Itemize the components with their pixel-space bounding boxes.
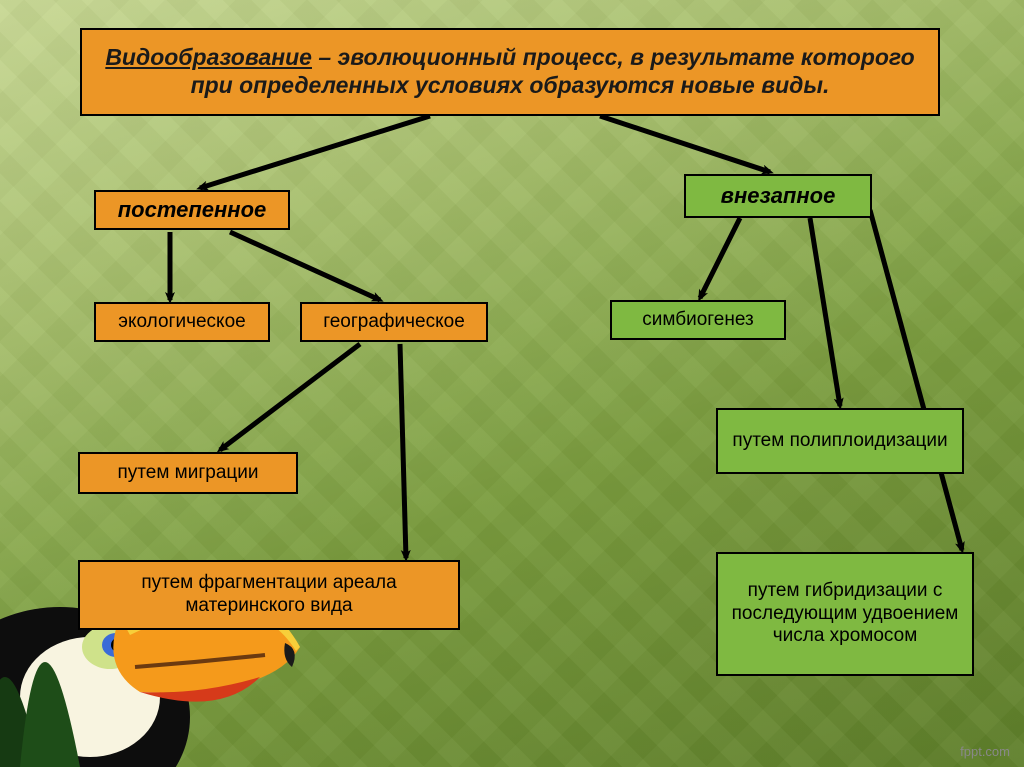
node-geo: географическое [300, 302, 488, 342]
title-text: Видообразование – эволюционный процесс, … [92, 44, 928, 99]
node-frag-label: путем фрагментации ареала материнского в… [90, 572, 448, 618]
node-poly-label: путем полиплоидизации [732, 430, 947, 453]
node-migr-label: путем миграции [117, 462, 258, 485]
node-frag: путем фрагментации ареала материнского в… [78, 560, 460, 630]
node-symbio-label: симбиогенез [642, 309, 753, 332]
node-migr: путем миграции [78, 452, 298, 494]
footer-text: fppt.com [960, 744, 1010, 759]
node-hybrid-label: путем гибридизации с последующим удвоени… [728, 580, 962, 648]
node-poly: путем полиплоидизации [716, 408, 964, 474]
title-box: Видообразование – эволюционный процесс, … [80, 28, 940, 116]
node-eco-label: экологическое [118, 311, 245, 334]
title-underlined: Видообразование [105, 44, 312, 70]
node-symbio: симбиогенез [610, 300, 786, 340]
node-vnezap-label: внезапное [721, 183, 836, 209]
node-postep-label: постепенное [118, 197, 267, 223]
node-eco: экологическое [94, 302, 270, 342]
node-vnezap: внезапное [684, 174, 872, 218]
node-hybrid: путем гибридизации с последующим удвоени… [716, 552, 974, 676]
node-geo-label: географическое [323, 311, 465, 334]
node-postep: постепенное [94, 190, 290, 230]
